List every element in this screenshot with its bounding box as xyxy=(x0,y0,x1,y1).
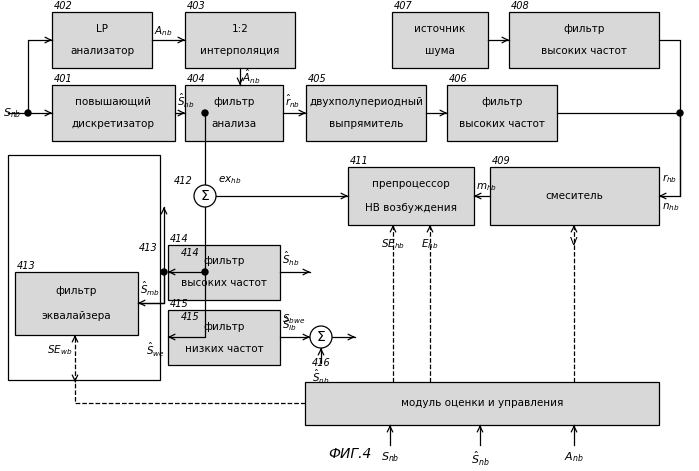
FancyBboxPatch shape xyxy=(52,85,175,141)
Text: 408: 408 xyxy=(511,1,530,11)
Text: фильтр: фильтр xyxy=(203,257,245,267)
FancyBboxPatch shape xyxy=(185,12,295,68)
Text: дискретизатор: дискретизатор xyxy=(72,119,155,129)
Text: $\hat{S}_{nb}$: $\hat{S}_{nb}$ xyxy=(177,92,194,110)
Text: шума: шума xyxy=(425,46,455,56)
FancyBboxPatch shape xyxy=(447,85,557,141)
Text: 1:2: 1:2 xyxy=(231,24,248,34)
Text: $A_{nb}$: $A_{nb}$ xyxy=(154,24,173,38)
Text: 411: 411 xyxy=(350,156,369,166)
FancyBboxPatch shape xyxy=(305,382,659,425)
Text: 402: 402 xyxy=(54,1,73,11)
Text: интерполяция: интерполяция xyxy=(201,46,280,56)
Text: выпрямитель: выпрямитель xyxy=(329,119,403,129)
Text: $\hat{S}_{hb}$: $\hat{S}_{hb}$ xyxy=(282,250,300,268)
Text: 403: 403 xyxy=(187,1,206,11)
Text: смеситель: смеситель xyxy=(545,191,603,201)
FancyBboxPatch shape xyxy=(392,12,488,68)
FancyBboxPatch shape xyxy=(168,245,280,300)
Text: Σ: Σ xyxy=(201,189,210,203)
Text: фильтр: фильтр xyxy=(482,97,523,107)
Text: 407: 407 xyxy=(394,1,412,11)
Text: двухполупериодный: двухполупериодный xyxy=(309,97,423,107)
Text: $S_{nb}$: $S_{nb}$ xyxy=(381,450,399,464)
Text: 413: 413 xyxy=(17,261,36,271)
Text: НВ возбуждения: НВ возбуждения xyxy=(365,203,457,212)
Text: $\hat{S}_{nb}$: $\hat{S}_{nb}$ xyxy=(312,368,330,386)
FancyBboxPatch shape xyxy=(348,167,474,225)
Circle shape xyxy=(677,110,683,116)
Text: 405: 405 xyxy=(308,74,326,84)
Text: высоких частот: высоких частот xyxy=(459,119,545,129)
FancyBboxPatch shape xyxy=(185,85,283,141)
Text: $SE_{hb}$: $SE_{hb}$ xyxy=(381,237,405,251)
FancyBboxPatch shape xyxy=(15,272,138,335)
Text: $ex_{hb}$: $ex_{hb}$ xyxy=(218,174,241,186)
Text: препроцессор: препроцессор xyxy=(372,179,450,189)
Text: $\hat{S}_{lb}$: $\hat{S}_{lb}$ xyxy=(282,315,297,333)
Text: 415: 415 xyxy=(181,312,200,322)
Text: $A_{nb}$: $A_{nb}$ xyxy=(564,450,584,464)
Text: $m_{hb}$: $m_{hb}$ xyxy=(476,181,497,193)
Text: $\hat{S}_{mb}$: $\hat{S}_{mb}$ xyxy=(140,280,160,298)
Circle shape xyxy=(161,269,167,275)
FancyBboxPatch shape xyxy=(168,310,280,365)
Text: $\hat{r}_{nb}$: $\hat{r}_{nb}$ xyxy=(285,93,301,110)
Text: Σ: Σ xyxy=(317,330,325,344)
Text: фильтр: фильтр xyxy=(563,24,605,34)
Text: анализа: анализа xyxy=(211,119,257,129)
Text: $r_{hb}$: $r_{hb}$ xyxy=(662,172,677,185)
Circle shape xyxy=(194,185,216,207)
Text: модуль оценки и управления: модуль оценки и управления xyxy=(401,398,563,408)
Text: фильтр: фильтр xyxy=(213,97,254,107)
Text: $S_{nb}$: $S_{nb}$ xyxy=(3,106,22,120)
Text: 416: 416 xyxy=(312,358,331,368)
Text: высоких частот: высоких частот xyxy=(541,46,627,56)
Text: $n_{hb}$: $n_{hb}$ xyxy=(662,201,679,213)
Text: 404: 404 xyxy=(187,74,206,84)
Circle shape xyxy=(25,110,31,116)
FancyBboxPatch shape xyxy=(52,12,152,68)
Text: 414: 414 xyxy=(181,248,200,258)
Text: источник: источник xyxy=(415,24,466,34)
Circle shape xyxy=(202,269,208,275)
Text: фильтр: фильтр xyxy=(56,286,97,296)
Text: 415: 415 xyxy=(170,299,189,309)
Text: LP: LP xyxy=(96,24,108,34)
Circle shape xyxy=(310,326,332,348)
Text: анализатор: анализатор xyxy=(70,46,134,56)
Text: 414: 414 xyxy=(170,234,189,244)
Text: 409: 409 xyxy=(492,156,511,166)
Text: эквалайзера: эквалайзера xyxy=(42,311,111,321)
Text: высоких частот: высоких частот xyxy=(181,278,267,289)
Text: $E_{hb}$: $E_{hb}$ xyxy=(421,237,439,251)
Text: 401: 401 xyxy=(54,74,73,84)
FancyBboxPatch shape xyxy=(490,167,659,225)
Text: 406: 406 xyxy=(449,74,468,84)
Text: повышающий: повышающий xyxy=(75,97,152,107)
Text: $S_{bwe}$: $S_{bwe}$ xyxy=(282,312,305,326)
FancyBboxPatch shape xyxy=(306,85,426,141)
Text: $\hat{S}_{nb}$: $\hat{S}_{nb}$ xyxy=(470,450,489,468)
Text: $\hat{S}_{we}$: $\hat{S}_{we}$ xyxy=(146,341,165,359)
Bar xyxy=(8,155,160,380)
Circle shape xyxy=(202,110,208,116)
Text: $SE_{wb}$: $SE_{wb}$ xyxy=(47,343,72,357)
FancyBboxPatch shape xyxy=(509,12,659,68)
Text: ФИГ.4: ФИГ.4 xyxy=(328,447,371,461)
Text: 412: 412 xyxy=(174,176,193,186)
Text: низких частот: низких частот xyxy=(185,343,264,354)
Text: фильтр: фильтр xyxy=(203,322,245,332)
Text: 413: 413 xyxy=(139,243,158,253)
Text: $\hat{A}_{nb}$: $\hat{A}_{nb}$ xyxy=(242,68,261,86)
Text: V: V xyxy=(570,237,578,247)
